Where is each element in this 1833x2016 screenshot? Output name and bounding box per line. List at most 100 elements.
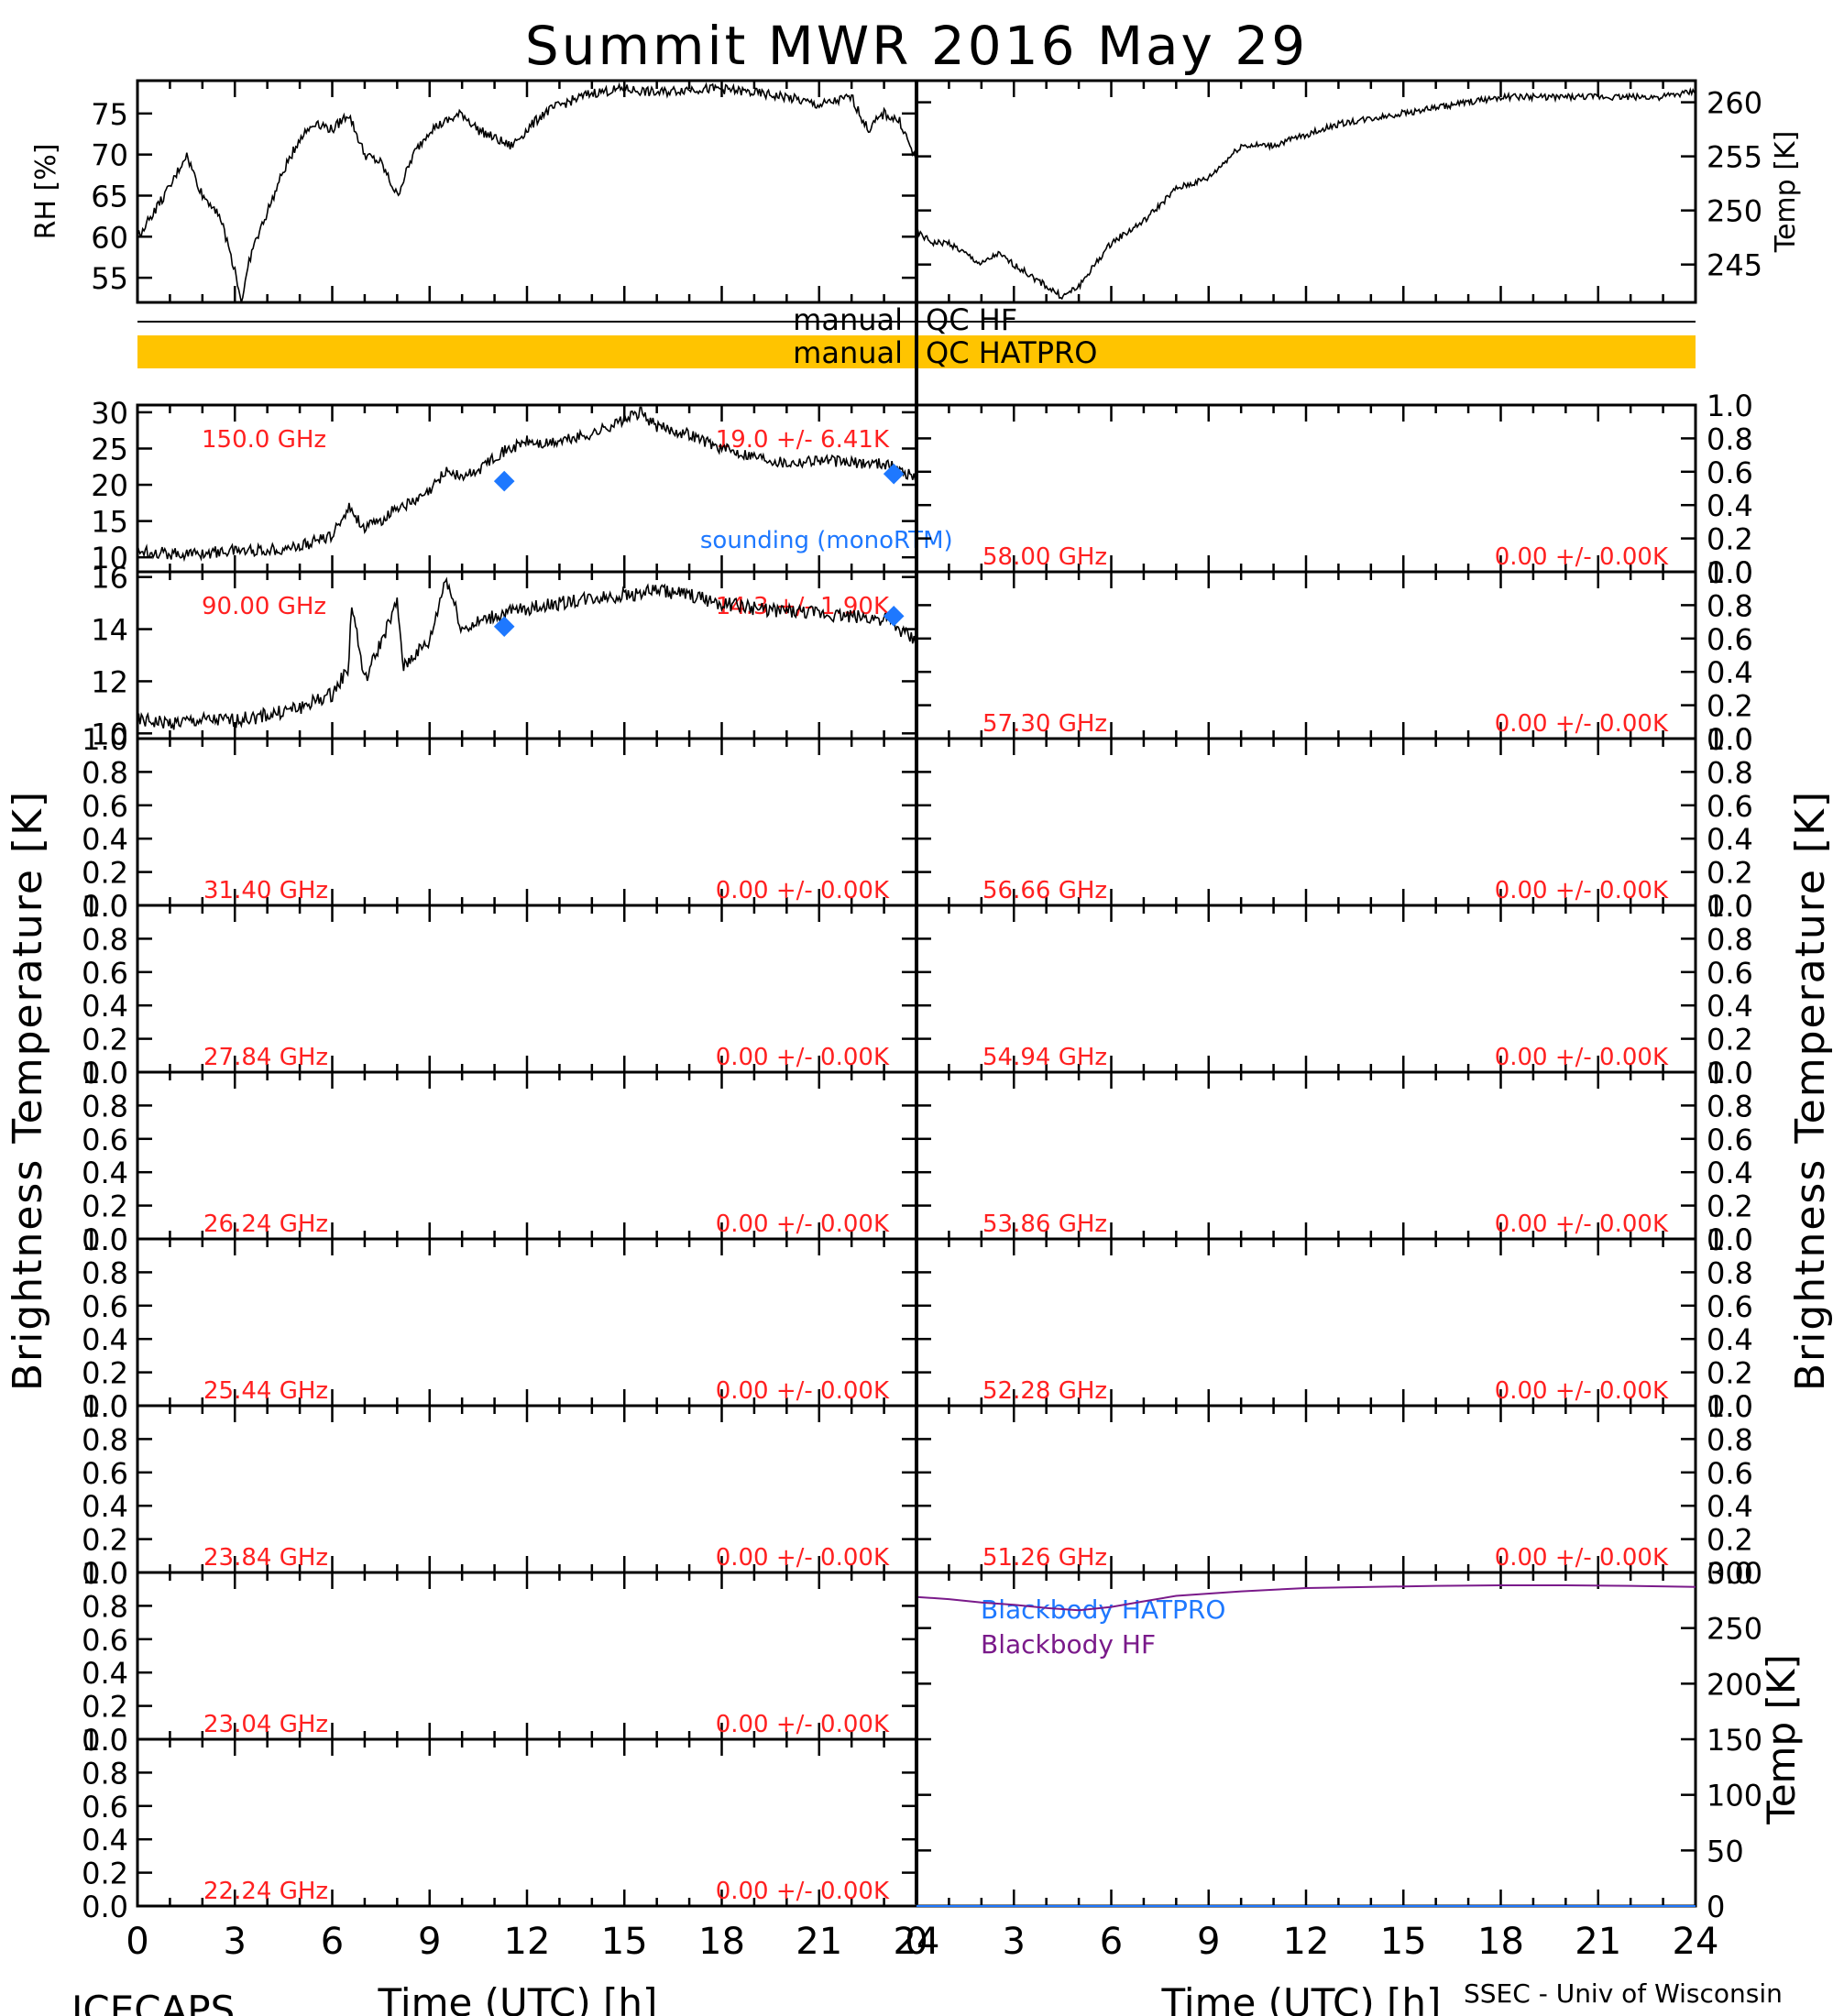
- channel-stat-ch5228: 0.00 +/- 0.00K: [1495, 1377, 1669, 1405]
- y-tick-label: 10: [91, 541, 128, 575]
- y-tick-label: 0.6: [1707, 455, 1753, 490]
- y-tick-label: 0.2: [82, 1023, 128, 1057]
- x-tick-label: 0: [126, 1921, 148, 1963]
- y-axis-title-temp: Temp [K]: [1770, 131, 1802, 254]
- y-tick-label: 1.0: [1707, 1222, 1753, 1257]
- y-tick-label: 0.8: [82, 755, 128, 790]
- y-tick-label: 0.2: [82, 1189, 128, 1224]
- y-tick-label: 0.6: [1707, 622, 1753, 657]
- x-tick-label: 9: [1197, 1921, 1220, 1963]
- y-tick-label: 0.8: [1707, 1255, 1753, 1290]
- y-tick-label: 255: [1707, 140, 1762, 175]
- channel-stat-ch58: 0.00 +/- 0.00K: [1495, 543, 1669, 571]
- right-axis-title: Brightness Temperature [K]: [1787, 790, 1833, 1391]
- y-tick-label: 0.6: [1707, 789, 1753, 824]
- y-tick-label: 0.4: [1707, 655, 1753, 690]
- y-tick-label: 0.8: [82, 1756, 128, 1791]
- x-axis-title-right: Time (UTC) [h]: [1161, 1980, 1442, 2016]
- y-tick-label: 0.0: [82, 1222, 128, 1257]
- y-tick-label: 70: [91, 138, 128, 173]
- figure-title: Summit MWR 2016 May 29: [525, 15, 1308, 77]
- y-tick-label: 0.4: [82, 822, 128, 857]
- y-tick-label: 0.4: [82, 1656, 128, 1691]
- y-tick-label: 0.0: [82, 1389, 128, 1424]
- y-tick-label: 25: [91, 432, 128, 466]
- y-tick-label: 65: [91, 179, 128, 214]
- y-tick-label: 0.4: [1707, 488, 1753, 523]
- y-tick-label: 100: [1707, 1779, 1762, 1813]
- x-tick-label: 18: [1477, 1921, 1524, 1963]
- legend-entry-1: Blackbody HF: [981, 1629, 1156, 1660]
- y-tick-label: 0.8: [1707, 1422, 1753, 1457]
- y-tick-label: 0.4: [82, 1823, 128, 1857]
- channel-stat-ch5126: 0.00 +/- 0.00K: [1495, 1544, 1669, 1572]
- series-line-ch150: [137, 406, 917, 563]
- x-tick-label: 18: [698, 1921, 745, 1963]
- channel-label-ch2304: 23.04 GHz: [203, 1711, 328, 1738]
- y-tick-label: 0.8: [1707, 422, 1753, 456]
- y-tick-label: 0.0: [1707, 722, 1753, 757]
- y-tick-label: 0.0: [1707, 1222, 1753, 1257]
- y-tick-label: 1.0: [82, 889, 128, 924]
- x-tick-label: 24: [894, 1921, 940, 1963]
- x-tick-label: 9: [418, 1921, 441, 1963]
- sounding-point: [883, 606, 905, 627]
- y-tick-label: 150: [1707, 1723, 1762, 1758]
- y-tick-label: 0.6: [1707, 1456, 1753, 1491]
- series-line-ch90: [137, 576, 917, 730]
- y-tick-label: 50: [1707, 1834, 1744, 1868]
- y-tick-label: 0.8: [82, 1589, 128, 1624]
- channel-stat-ch5386: 0.00 +/- 0.00K: [1495, 1211, 1669, 1238]
- channel-stat-ch150: 19.0 +/- 6.41K: [716, 426, 890, 454]
- y-tick-label: 0.4: [1707, 1322, 1753, 1357]
- y-tick-label: 1.0: [82, 1222, 128, 1257]
- y-tick-label: 1.0: [1707, 722, 1753, 757]
- y-tick-label: 0.4: [82, 1489, 128, 1524]
- y-tick-label: 1.0: [82, 722, 128, 757]
- y-tick-label: 30: [91, 396, 128, 431]
- x-tick-label: 15: [601, 1921, 648, 1963]
- y-tick-label: 0.2: [82, 1523, 128, 1558]
- y-tick-label: 250: [1707, 1612, 1762, 1647]
- y-tick-label: 1.0: [1707, 389, 1753, 423]
- y-tick-label: 75: [91, 97, 128, 132]
- y-tick-label: 0.8: [82, 922, 128, 957]
- x-tick-label: 24: [1673, 1921, 1719, 1963]
- y-tick-label: 20: [91, 468, 128, 503]
- x-tick-label: 6: [321, 1921, 344, 1963]
- sounding-label: sounding (monoRTM): [700, 527, 953, 554]
- y-tick-label: 14: [91, 613, 128, 648]
- channel-stat-ch5730: 0.00 +/- 0.00K: [1495, 710, 1669, 738]
- channel-label-ch5228: 52.28 GHz: [982, 1377, 1107, 1405]
- y-tick-label: 200: [1707, 1667, 1762, 1702]
- qc-hf-left-label: manual: [793, 302, 903, 337]
- y-tick-label: 0.0: [1707, 889, 1753, 924]
- channel-label-ch2224: 22.24 GHz: [203, 1878, 328, 1905]
- y-tick-label: 0.4: [82, 1156, 128, 1190]
- y-tick-label: 0.0: [1707, 1389, 1753, 1424]
- y-tick-label: 0.6: [82, 1456, 128, 1491]
- channel-stat-ch90: 14.3 +/- 1.90K: [716, 593, 890, 620]
- y-axis-title-bb: Temp [K]: [1759, 1654, 1804, 1825]
- y-tick-label: 15: [91, 505, 128, 540]
- legend-entry-0: Blackbody HATPRO: [981, 1594, 1225, 1625]
- channel-stat-ch3140: 0.00 +/- 0.00K: [716, 877, 890, 904]
- y-tick-label: 0.2: [1707, 1356, 1753, 1391]
- x-tick-label: 0: [905, 1921, 927, 1963]
- y-tick-label: 0.4: [82, 1322, 128, 1357]
- y-tick-label: 0.2: [1707, 1023, 1753, 1057]
- y-tick-label: 55: [91, 261, 128, 296]
- qc-hatpro-right-label: QC HATPRO: [926, 335, 1097, 370]
- channel-label-ch150: 150.0 GHz: [202, 426, 326, 454]
- channel-stat-ch5494: 0.00 +/- 0.00K: [1495, 1044, 1669, 1071]
- y-tick-label: 0.8: [82, 1422, 128, 1457]
- sounding-point: [493, 470, 515, 492]
- y-tick-label: 0.0: [82, 1723, 128, 1758]
- channel-label-ch2784: 27.84 GHz: [203, 1044, 328, 1071]
- footer-icecaps: ICECAPS: [71, 1988, 235, 2016]
- y-tick-label: 0.8: [82, 1255, 128, 1290]
- y-tick-label: 0.4: [1707, 989, 1753, 1024]
- y-tick-label: 0.4: [82, 989, 128, 1024]
